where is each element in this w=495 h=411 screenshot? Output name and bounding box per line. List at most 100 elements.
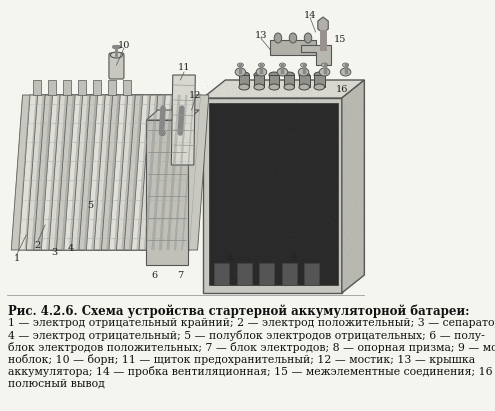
Polygon shape bbox=[101, 95, 141, 250]
Point bbox=[234, 287, 242, 294]
Point bbox=[296, 100, 303, 107]
Point bbox=[323, 106, 331, 112]
Point bbox=[264, 109, 272, 116]
Point bbox=[347, 231, 355, 237]
Point bbox=[344, 282, 352, 289]
Point bbox=[341, 90, 348, 97]
Point bbox=[348, 263, 356, 270]
Point bbox=[311, 103, 319, 109]
Point bbox=[308, 239, 316, 245]
Ellipse shape bbox=[300, 63, 306, 67]
Point bbox=[350, 188, 358, 195]
Point bbox=[234, 269, 242, 276]
Point bbox=[333, 94, 341, 100]
Point bbox=[335, 92, 343, 98]
Point bbox=[264, 252, 272, 259]
Point bbox=[299, 279, 307, 286]
Point bbox=[216, 270, 224, 276]
Point bbox=[255, 79, 263, 86]
Polygon shape bbox=[169, 95, 209, 250]
Point bbox=[282, 219, 290, 226]
Text: 12: 12 bbox=[189, 90, 201, 99]
Point bbox=[283, 250, 291, 256]
Point bbox=[222, 266, 230, 272]
Ellipse shape bbox=[319, 68, 330, 76]
Point bbox=[243, 89, 250, 96]
Point bbox=[269, 280, 277, 286]
Point bbox=[202, 241, 210, 248]
Point bbox=[300, 157, 308, 164]
Point bbox=[360, 82, 368, 89]
Point bbox=[239, 157, 247, 164]
Point bbox=[322, 241, 330, 248]
Point bbox=[227, 203, 235, 209]
Point bbox=[328, 164, 336, 171]
Point bbox=[244, 231, 252, 238]
Point bbox=[239, 253, 247, 260]
Point bbox=[311, 247, 319, 254]
Point bbox=[311, 249, 319, 256]
Ellipse shape bbox=[254, 72, 264, 78]
Point bbox=[313, 92, 321, 99]
Ellipse shape bbox=[239, 84, 249, 90]
Point bbox=[318, 77, 326, 84]
Point bbox=[258, 178, 266, 185]
Point bbox=[283, 228, 291, 235]
Point bbox=[347, 106, 355, 113]
Point bbox=[232, 100, 240, 106]
Point bbox=[205, 143, 213, 150]
Polygon shape bbox=[139, 95, 179, 250]
Bar bbox=[254, 75, 264, 87]
Point bbox=[297, 91, 305, 98]
Point bbox=[235, 209, 243, 215]
Point bbox=[203, 122, 211, 128]
Ellipse shape bbox=[258, 63, 264, 67]
Point bbox=[201, 284, 209, 291]
Point bbox=[333, 104, 341, 110]
Point bbox=[322, 78, 330, 85]
Point bbox=[215, 231, 223, 237]
Point bbox=[219, 178, 227, 184]
Point bbox=[214, 242, 222, 248]
Point bbox=[354, 148, 362, 155]
Point bbox=[200, 127, 208, 133]
Point bbox=[351, 210, 359, 217]
Point bbox=[244, 168, 252, 175]
Point bbox=[339, 120, 346, 126]
Polygon shape bbox=[124, 95, 164, 250]
Point bbox=[207, 195, 215, 202]
Point bbox=[272, 88, 280, 95]
Point bbox=[313, 130, 321, 137]
Point bbox=[303, 82, 311, 88]
Point bbox=[328, 91, 336, 98]
Point bbox=[350, 160, 358, 167]
Ellipse shape bbox=[178, 131, 184, 136]
Point bbox=[271, 97, 279, 104]
Point bbox=[263, 92, 271, 98]
Point bbox=[331, 118, 339, 124]
Point bbox=[317, 202, 325, 209]
Point bbox=[281, 282, 289, 289]
Point bbox=[336, 116, 344, 123]
Polygon shape bbox=[214, 263, 229, 285]
Point bbox=[272, 129, 280, 135]
Point bbox=[243, 113, 251, 119]
Point bbox=[275, 214, 283, 221]
Point bbox=[212, 159, 220, 165]
Ellipse shape bbox=[280, 63, 286, 67]
Point bbox=[222, 80, 230, 86]
Point bbox=[209, 113, 217, 119]
Point bbox=[338, 81, 346, 88]
Polygon shape bbox=[94, 95, 134, 250]
Point bbox=[237, 220, 245, 227]
Point bbox=[296, 171, 303, 178]
Point bbox=[314, 184, 322, 191]
Point bbox=[202, 92, 210, 99]
Ellipse shape bbox=[343, 63, 348, 67]
Point bbox=[319, 118, 327, 125]
Point bbox=[355, 175, 363, 182]
Point bbox=[347, 201, 355, 208]
Point bbox=[342, 190, 349, 197]
Point bbox=[302, 253, 310, 259]
Point bbox=[208, 79, 216, 85]
